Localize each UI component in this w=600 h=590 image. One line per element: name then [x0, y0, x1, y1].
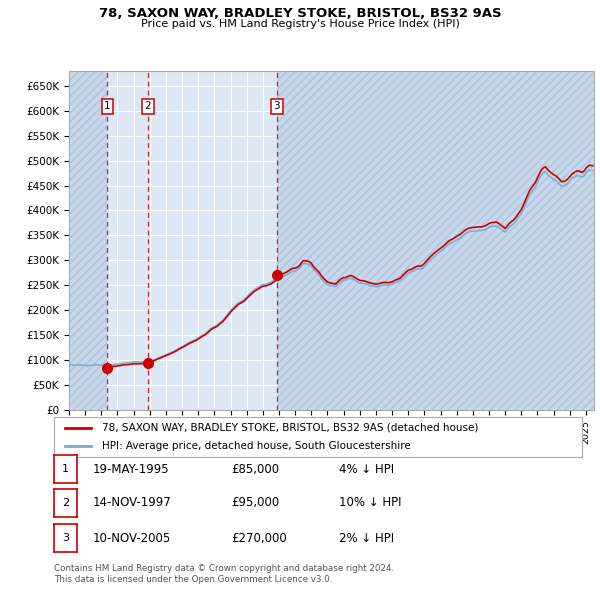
Text: 78, SAXON WAY, BRADLEY STOKE, BRISTOL, BS32 9AS: 78, SAXON WAY, BRADLEY STOKE, BRISTOL, B…: [98, 7, 502, 20]
Text: 2: 2: [62, 498, 69, 507]
Bar: [277, 71, 594, 410]
Text: Price paid vs. HM Land Registry's House Price Index (HPI): Price paid vs. HM Land Registry's House …: [140, 19, 460, 29]
Bar: [277, 71, 594, 410]
Text: 10% ↓ HPI: 10% ↓ HPI: [339, 496, 401, 509]
Text: 78, SAXON WAY, BRADLEY STOKE, BRISTOL, BS32 9AS (detached house): 78, SAXON WAY, BRADLEY STOKE, BRISTOL, B…: [101, 423, 478, 433]
Bar: [69, 71, 107, 410]
Text: HPI: Average price, detached house, South Gloucestershire: HPI: Average price, detached house, Sout…: [101, 441, 410, 451]
Text: 1: 1: [104, 101, 111, 112]
Text: 3: 3: [274, 101, 280, 112]
Text: 10-NOV-2005: 10-NOV-2005: [93, 532, 171, 545]
Text: £95,000: £95,000: [231, 496, 279, 509]
Text: 14-NOV-1997: 14-NOV-1997: [93, 496, 172, 509]
Text: £85,000: £85,000: [231, 463, 279, 476]
Text: 4% ↓ HPI: 4% ↓ HPI: [339, 463, 394, 476]
Text: 2: 2: [145, 101, 151, 112]
Text: £270,000: £270,000: [231, 532, 287, 545]
Text: 19-MAY-1995: 19-MAY-1995: [93, 463, 170, 476]
Text: 3: 3: [62, 533, 69, 543]
Text: 1: 1: [62, 464, 69, 474]
Text: 2% ↓ HPI: 2% ↓ HPI: [339, 532, 394, 545]
Text: Contains HM Land Registry data © Crown copyright and database right 2024.: Contains HM Land Registry data © Crown c…: [54, 565, 394, 573]
Text: This data is licensed under the Open Government Licence v3.0.: This data is licensed under the Open Gov…: [54, 575, 332, 584]
Bar: [69, 71, 107, 410]
